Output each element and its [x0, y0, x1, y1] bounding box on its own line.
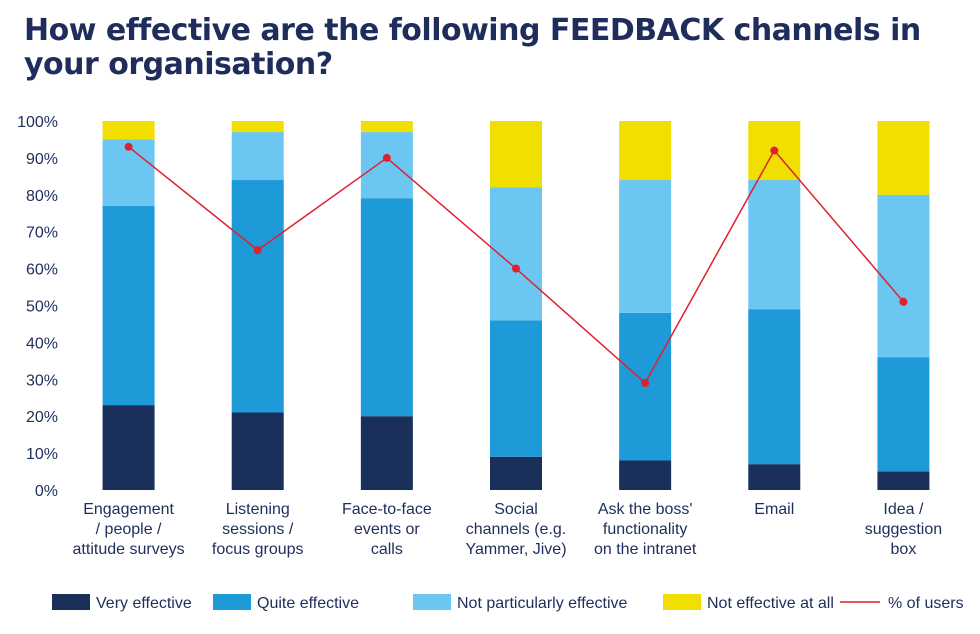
category-label: / people /: [96, 521, 162, 538]
users-line-point: [512, 264, 520, 273]
category-label: Idea /: [883, 501, 924, 518]
category-label: calls: [371, 541, 403, 558]
category-label: box: [891, 541, 917, 558]
users-line-point: [382, 153, 391, 162]
legend-label: % of users: [888, 595, 964, 612]
bar-segment-quite-effective: [102, 205, 155, 406]
y-axis: 0% 10% 20% 30% 40% 50% 60% 70% 80% 90% 100%: [17, 114, 58, 500]
bars: [102, 121, 930, 490]
bar-segment-not-particularly-effective: [360, 132, 413, 199]
legend-swatch: [213, 594, 251, 610]
category-label: Social: [494, 501, 538, 518]
y-tick-label: 10%: [26, 446, 58, 463]
y-tick-label: 60%: [26, 262, 58, 279]
bar-segment-quite-effective: [490, 320, 542, 457]
category-label: attitude surveys: [73, 541, 185, 558]
x-axis-categories: Engagement / people / attitude surveys List…: [73, 501, 943, 558]
bar-segment-very-effective: [360, 416, 413, 490]
bar-segment-not-effective-at-all: [490, 121, 542, 188]
category-label: Email: [754, 501, 794, 518]
legend-swatch: [413, 594, 451, 610]
category-label: Engagement: [83, 501, 174, 518]
y-tick-label: 100%: [17, 114, 58, 131]
users-line-point: [770, 146, 779, 155]
y-tick-label: 70%: [26, 225, 58, 242]
bar-segment-not-particularly-effective: [231, 132, 284, 181]
bar-segment-quite-effective: [231, 180, 284, 413]
legend-label: Quite effective: [257, 595, 359, 612]
legend-label: Not particularly effective: [457, 595, 628, 612]
bar-segment-very-effective: [877, 471, 930, 490]
users-line-point: [253, 246, 262, 255]
users-line-point: [899, 297, 908, 306]
bar-segment-very-effective: [619, 460, 672, 490]
users-line-point: [124, 142, 133, 151]
category-label: Ask the boss': [598, 501, 693, 518]
bar-segment-not-particularly-effective: [748, 180, 801, 310]
category-label: on the intranet: [594, 541, 697, 558]
bar-segment-very-effective: [231, 412, 284, 490]
category-label: sessions /: [222, 521, 294, 538]
y-tick-label: 0%: [35, 483, 58, 500]
legend-swatch: [663, 594, 701, 610]
category-label: Listening: [226, 501, 290, 518]
y-tick-label: 20%: [26, 409, 58, 426]
category-label: Yammer, Jive): [465, 541, 566, 558]
y-tick-label: 80%: [26, 188, 58, 205]
bar-segment-not-effective-at-all: [231, 121, 284, 133]
bar-segment-very-effective: [748, 464, 801, 490]
bar-segment-not-particularly-effective: [877, 194, 930, 358]
bar-segment-not-effective-at-all: [360, 121, 413, 133]
bar-segment-quite-effective: [877, 357, 930, 472]
legend-swatch: [52, 594, 90, 610]
legend: Very effective Quite effective Not particu…: [52, 594, 964, 612]
category-label: functionality: [603, 521, 688, 538]
bar-segment-very-effective: [490, 456, 542, 490]
y-tick-label: 50%: [26, 299, 58, 316]
bar-segment-not-effective-at-all: [619, 121, 672, 181]
legend-label: Very effective: [96, 595, 192, 612]
y-tick-label: 30%: [26, 372, 58, 389]
bar-segment-not-particularly-effective: [619, 180, 672, 313]
chart-title: How effective are the following FEEDBACK…: [24, 13, 921, 82]
category-label: channels (e.g.: [466, 521, 567, 538]
category-label: suggestion: [865, 521, 942, 538]
y-tick-label: 40%: [26, 335, 58, 352]
bar-segment-very-effective: [102, 405, 155, 490]
category-label: Face-to-face: [342, 501, 432, 518]
bar-segment-not-effective-at-all: [877, 121, 930, 195]
bar-segment-quite-effective: [360, 198, 413, 417]
category-label: events or: [354, 521, 420, 538]
category-label: focus groups: [212, 541, 304, 558]
users-line-point: [641, 378, 650, 387]
users-line: [124, 142, 908, 387]
bar-segment-not-effective-at-all: [102, 121, 155, 140]
y-tick-label: 90%: [26, 151, 58, 168]
legend-label: Not effective at all: [707, 595, 834, 612]
bar-segment-quite-effective: [748, 309, 801, 465]
